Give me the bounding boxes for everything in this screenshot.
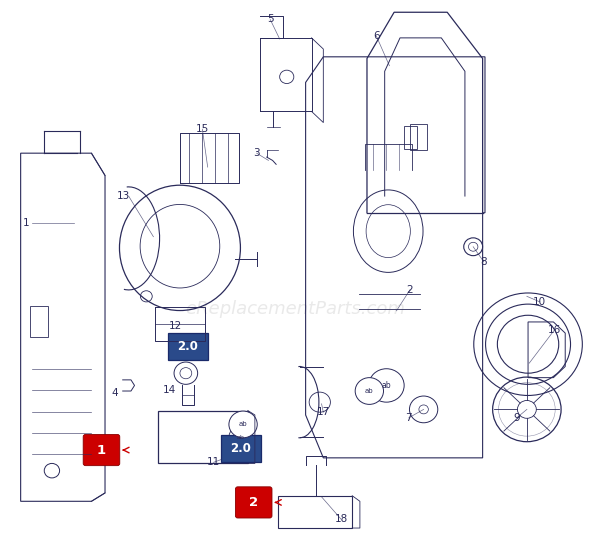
Text: 15: 15 (196, 124, 209, 134)
Text: 8: 8 (480, 257, 487, 267)
Bar (404, 126, 417, 149)
Circle shape (355, 378, 384, 404)
Circle shape (229, 411, 257, 438)
FancyBboxPatch shape (168, 333, 208, 360)
FancyBboxPatch shape (235, 487, 272, 518)
Text: 16: 16 (548, 325, 561, 335)
Text: 12: 12 (169, 321, 182, 331)
Text: 2: 2 (407, 285, 414, 295)
Text: 2: 2 (249, 496, 258, 509)
Text: 4: 4 (112, 388, 119, 398)
Text: 10: 10 (533, 297, 546, 307)
Text: 2.0: 2.0 (177, 340, 198, 353)
Text: 2.0: 2.0 (230, 442, 251, 455)
Text: ab: ab (365, 388, 373, 394)
Text: ab: ab (239, 422, 247, 427)
Text: 1: 1 (97, 443, 106, 457)
FancyBboxPatch shape (221, 435, 261, 462)
Text: 11: 11 (207, 457, 220, 467)
Text: 14: 14 (163, 385, 176, 395)
Text: 1: 1 (23, 218, 30, 228)
Text: ab: ab (237, 435, 245, 439)
Text: 9: 9 (513, 413, 520, 423)
Text: ab: ab (382, 381, 391, 390)
FancyBboxPatch shape (83, 434, 120, 466)
Text: 18: 18 (335, 514, 348, 524)
Bar (278, 496, 352, 528)
Text: eReplacementParts.com: eReplacementParts.com (185, 300, 405, 318)
Bar (30, 306, 48, 337)
Text: 6: 6 (373, 31, 380, 41)
Text: 7: 7 (405, 413, 412, 423)
Text: 3: 3 (253, 148, 260, 158)
Bar (410, 124, 427, 150)
Text: 13: 13 (117, 191, 130, 201)
Bar (158, 411, 248, 463)
Text: 5: 5 (267, 14, 274, 25)
Text: 17: 17 (317, 407, 330, 417)
